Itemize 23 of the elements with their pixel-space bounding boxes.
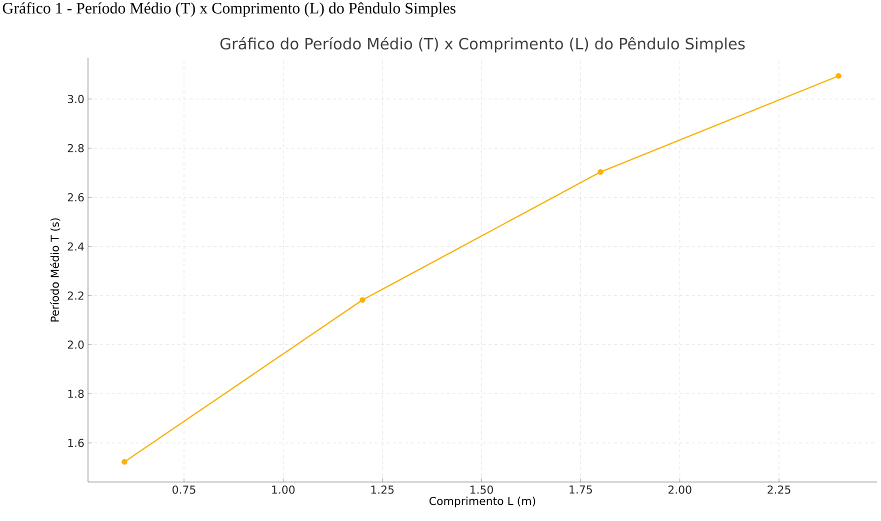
x-tick-label: 0.75 <box>172 486 196 494</box>
y-tick-label: 3.0 <box>68 94 84 104</box>
text: Gráfico 1 - Período Médio (T) x Comprimento (L) do Pêndulo Simples <box>2 2 456 17</box>
y-tick-label: 1.6 <box>68 438 84 448</box>
x-tick-label: 2.25 <box>768 486 790 494</box>
x-axis-title: Comprimento L (m) <box>430 496 536 508</box>
y-tick-label: 2.6 <box>68 193 84 202</box>
y-axis-title: Período Médio T (s) <box>50 218 60 322</box>
point <box>598 169 604 175</box>
y-tick-label: 2.2 <box>68 291 84 300</box>
chart-title: Gráfico do Período Médio (T) x Comprimento (L) do Pêndulo Simples <box>220 36 745 53</box>
point <box>836 73 842 79</box>
y-tick-label: 2.0 <box>68 340 84 349</box>
x-tick-label: 1.75 <box>570 486 592 494</box>
x-tick-label: 1.50 <box>470 486 493 494</box>
x-tick-label: 1.25 <box>371 486 394 494</box>
y-tick-label: 1.8 <box>68 390 84 398</box>
x-tick-label: 2.00 <box>668 486 692 494</box>
point <box>122 459 128 465</box>
y-tick-label: 2.4 <box>68 242 84 250</box>
y-tick-label: 2.8 <box>68 144 84 152</box>
point <box>360 297 366 303</box>
x-tick-label: 1.00 <box>272 486 295 494</box>
